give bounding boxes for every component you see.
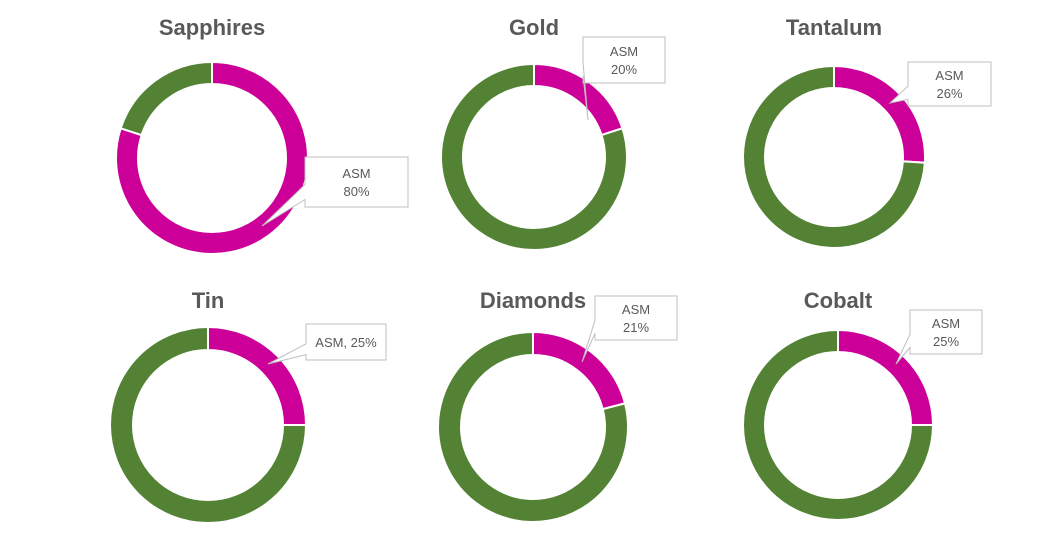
data-label-callout xyxy=(888,61,992,107)
donut-slice-other xyxy=(742,328,935,521)
data-label: 20% xyxy=(611,62,637,77)
data-label-callout xyxy=(581,295,678,363)
data-label: 26% xyxy=(936,86,962,101)
chart-title: Sapphires xyxy=(159,15,265,40)
chart-title: Diamonds xyxy=(480,288,586,313)
data-label: ASM xyxy=(342,166,370,181)
donut-slice-other xyxy=(109,325,308,524)
donut-chart-sapphires: Sapphires ASM 80% xyxy=(115,15,409,255)
donut-slice-asm xyxy=(532,330,627,411)
data-label-callout xyxy=(582,36,666,121)
data-label: 21% xyxy=(623,320,649,335)
chart-title: Tantalum xyxy=(786,15,882,40)
data-label: ASM, 25% xyxy=(315,335,377,350)
chart-title: Tin xyxy=(192,288,225,313)
chart-title: Gold xyxy=(509,15,559,40)
data-label-callout xyxy=(267,323,387,365)
donut-slice-other xyxy=(742,64,926,249)
donut-chart-tantalum: Tantalum ASM 26% xyxy=(742,15,992,249)
donut-slice-asm xyxy=(207,325,308,426)
data-label-callout xyxy=(895,309,983,365)
data-label-callout xyxy=(261,156,409,227)
donut-slice-other xyxy=(440,62,628,251)
donut-slice-other xyxy=(119,60,213,137)
data-label: 25% xyxy=(933,334,959,349)
data-label: 80% xyxy=(343,184,369,199)
data-label: ASM xyxy=(932,316,960,331)
donut-chart-diamonds: Diamonds ASM 21% xyxy=(437,288,678,523)
donut-chart-gold: Gold ASM 20% xyxy=(440,15,666,251)
donut-chart-tin: Tin ASM, 25% xyxy=(109,288,387,524)
data-label: ASM xyxy=(610,44,638,59)
donut-chart-cobalt: Cobalt ASM 25% xyxy=(742,288,983,521)
data-label: ASM xyxy=(622,302,650,317)
chart-title: Cobalt xyxy=(804,288,873,313)
donut-slice-other xyxy=(437,330,629,523)
data-label: ASM xyxy=(935,68,963,83)
